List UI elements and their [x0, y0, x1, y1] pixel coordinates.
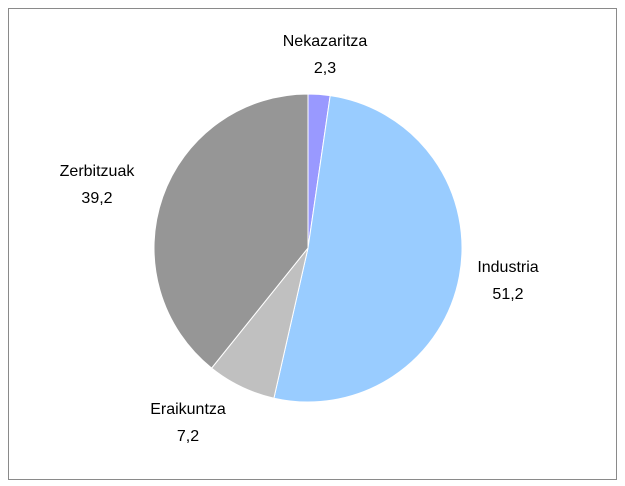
- slice-category-label: Eraikuntza: [150, 401, 226, 418]
- pie-slice: [153, 93, 309, 369]
- slice-value-label: 51,2: [492, 286, 523, 303]
- pie-slice: [273, 95, 463, 403]
- slice-category-label: Nekazaritza: [283, 33, 368, 50]
- slice-value-label: 2,3: [314, 60, 336, 77]
- slice-value-label: 7,2: [177, 428, 199, 445]
- slice-value-label: 39,2: [81, 190, 112, 207]
- slice-category-label: Industria: [477, 259, 538, 276]
- slice-category-label: Zerbitzuak: [60, 163, 136, 180]
